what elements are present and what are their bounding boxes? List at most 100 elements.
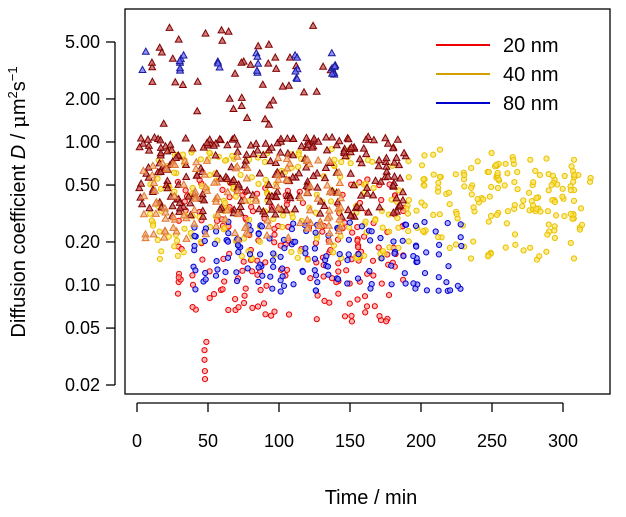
data-point [254, 303, 262, 310]
data-point [468, 191, 475, 198]
data-point [421, 152, 428, 159]
data-point [190, 205, 199, 214]
data-point [307, 275, 314, 282]
data-point [206, 149, 213, 156]
data-point [249, 149, 258, 158]
data-point [420, 228, 427, 235]
data-point [273, 175, 283, 183]
data-point [334, 226, 344, 235]
data-point [218, 36, 227, 44]
data-point [501, 182, 508, 189]
data-point [191, 164, 201, 172]
data-point [444, 220, 451, 227]
data-point [284, 266, 291, 273]
data-point [273, 153, 283, 162]
data-point [179, 50, 188, 59]
data-point [395, 244, 402, 251]
data-point [314, 279, 321, 286]
data-point [244, 265, 251, 272]
data-point [488, 183, 495, 190]
data-point [303, 215, 312, 223]
data-point [285, 311, 293, 318]
data-point [148, 161, 158, 169]
data-point [227, 162, 236, 171]
data-point [446, 244, 453, 251]
data-point [160, 226, 170, 235]
data-point [235, 304, 242, 311]
data-point [288, 172, 298, 181]
data-point [436, 211, 443, 218]
data-point [366, 267, 373, 275]
data-point [389, 208, 398, 216]
data-point [308, 21, 318, 29]
data-point [175, 63, 185, 72]
y-tick-label: 0.50 [65, 175, 100, 195]
data-point [533, 194, 540, 202]
data-point [280, 282, 288, 289]
data-point [225, 306, 232, 314]
data-point [271, 308, 278, 315]
data-point [137, 199, 147, 208]
data-point [324, 221, 334, 229]
data-point [290, 204, 300, 213]
data-point [354, 275, 362, 282]
data-point [193, 77, 202, 85]
data-point [355, 154, 365, 163]
data-point [493, 211, 501, 218]
data-point [412, 285, 419, 292]
data-point [312, 87, 321, 95]
data-point [334, 167, 344, 176]
data-point [271, 239, 278, 246]
data-point [216, 174, 225, 182]
data-point [288, 150, 298, 159]
data-point [323, 253, 330, 260]
data-point [348, 312, 355, 319]
data-point [200, 169, 210, 178]
data-point [234, 242, 242, 249]
data-point [230, 133, 239, 142]
data-point [223, 187, 232, 196]
x-tick-label: 50 [198, 431, 218, 451]
data-point [327, 69, 337, 77]
data-point [395, 224, 402, 231]
data-point [511, 231, 519, 238]
data-point [511, 179, 518, 186]
data-point [312, 287, 319, 294]
x-tick-label: 250 [477, 431, 507, 451]
data-point [268, 312, 275, 319]
data-point [283, 133, 292, 142]
data-point [237, 58, 246, 66]
data-point [182, 234, 191, 242]
data-point [302, 188, 312, 196]
data-point [561, 172, 568, 180]
data-point [355, 244, 362, 251]
data-point [284, 233, 293, 241]
data-point [318, 62, 328, 70]
data-point [158, 248, 165, 255]
data-point [181, 160, 191, 168]
data-point [172, 226, 181, 235]
data-point [199, 195, 209, 204]
data-point [253, 59, 263, 67]
data-point [332, 140, 341, 149]
data-point [388, 262, 395, 269]
data-point [474, 158, 481, 165]
data-point [568, 163, 575, 170]
data-point [173, 237, 181, 244]
data-point [143, 135, 153, 143]
data-point [527, 244, 534, 251]
data-point [312, 229, 319, 236]
data-point [268, 95, 278, 104]
data-point [354, 237, 361, 244]
data-point [567, 187, 574, 194]
data-point [233, 209, 243, 218]
data-point [312, 168, 322, 177]
data-point [335, 260, 342, 267]
data-point [282, 163, 292, 172]
data-point [267, 143, 276, 151]
data-point [405, 174, 412, 181]
data-point [375, 244, 382, 251]
data-point [325, 271, 332, 278]
data-point [305, 205, 315, 214]
data-point [388, 281, 395, 288]
